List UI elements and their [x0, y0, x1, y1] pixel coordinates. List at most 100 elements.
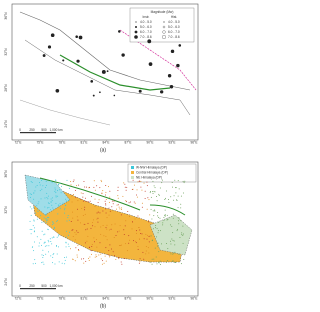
event-dot: [135, 232, 137, 234]
event-dot: [173, 195, 175, 197]
event-dot: [87, 235, 89, 237]
event-dot: [126, 186, 128, 188]
event-dot: [41, 262, 43, 264]
event-dot: [109, 255, 111, 257]
event-dot: [37, 203, 39, 205]
event-dot: [65, 236, 67, 238]
event-dot: [51, 223, 53, 225]
event-dot: [169, 240, 171, 242]
event-dot: [75, 233, 77, 235]
event-dot: [125, 201, 127, 203]
event-dot: [131, 228, 133, 230]
event-dot: [72, 235, 74, 237]
event-dot: [154, 191, 156, 193]
event-dot: [114, 223, 116, 225]
event-dot: [55, 196, 57, 198]
legend-symbol: [135, 21, 137, 23]
event-dot: [108, 201, 110, 203]
event-dot: [34, 227, 36, 229]
event-dot: [141, 202, 143, 204]
event-dot: [76, 254, 78, 256]
event-dot: [177, 195, 179, 197]
event-dot: [135, 230, 137, 232]
legend-title: Magnitude (Mw): [151, 10, 174, 14]
thrust-line: [59, 54, 171, 91]
event: [101, 70, 106, 74]
event-dot: [148, 199, 150, 201]
event-dot: [36, 205, 38, 207]
event-dot: [143, 238, 145, 240]
event-dot: [149, 191, 151, 193]
event-dot: [68, 234, 70, 236]
event-dot: [111, 206, 113, 208]
lon-label: 93°E: [169, 140, 176, 144]
lon-label: 72°E: [15, 140, 22, 144]
event-dot: [64, 207, 66, 209]
event-dot: [158, 193, 160, 195]
event-dot: [162, 224, 164, 226]
event-dot: [58, 235, 60, 237]
event-dot: [149, 235, 151, 237]
legend-symbol: [163, 21, 165, 23]
event-dot: [97, 221, 99, 223]
event-dot: [102, 190, 104, 192]
event-dot: [138, 217, 140, 219]
event-dot: [100, 179, 102, 181]
event-dot: [73, 179, 75, 181]
event-dot: [55, 192, 57, 194]
event-dot: [136, 189, 138, 191]
event-dot: [108, 207, 110, 209]
scale-label: 1,000 km: [49, 284, 62, 288]
event-dot: [34, 259, 36, 261]
event-dot: [177, 220, 179, 222]
event-dot: [34, 262, 36, 264]
event-dot: [140, 186, 142, 188]
event-dot: [95, 254, 97, 256]
event-dot: [132, 188, 134, 190]
event-dot: [96, 212, 98, 214]
event-dot: [82, 193, 84, 195]
event: [62, 59, 65, 62]
region: [149, 214, 193, 256]
event-dot: [145, 246, 147, 248]
event-dot: [178, 188, 180, 190]
event-dot: [106, 239, 108, 241]
event-dot: [148, 241, 150, 243]
event-dot: [117, 190, 119, 192]
event-dot: [175, 199, 177, 201]
event-dot: [109, 244, 111, 246]
event-dot: [72, 259, 74, 261]
event-dot: [82, 214, 84, 216]
event-dot: [173, 240, 175, 242]
event-dot: [110, 228, 112, 230]
event-dot: [90, 253, 92, 255]
event-dot: [149, 214, 151, 216]
lon-label: 78°E: [59, 140, 66, 144]
event-dot: [100, 226, 102, 228]
event-dot: [55, 179, 57, 181]
legend-symbol: [162, 25, 166, 29]
event-dot: [46, 221, 48, 223]
event-dot: [39, 184, 41, 186]
lon-label: 81°E: [81, 296, 88, 300]
event-dot: [92, 225, 94, 227]
event-dot: [154, 210, 156, 212]
event-dot: [64, 209, 66, 211]
event-dot: [94, 226, 96, 228]
event-dot: [30, 233, 32, 235]
event-dot: [57, 195, 59, 197]
legend-symbol: [162, 30, 166, 34]
event-dot: [70, 184, 72, 186]
event-dot: [74, 260, 76, 262]
event-dot: [78, 249, 80, 251]
event-dot: [122, 195, 124, 197]
event-dot: [38, 201, 40, 203]
scale-label: 0: [19, 284, 21, 288]
event-dot: [128, 242, 130, 244]
event-dot: [161, 182, 163, 184]
event-dot: [172, 232, 174, 234]
lat-label: 28°N: [4, 84, 8, 92]
event-dot: [59, 207, 61, 209]
event-dot: [118, 206, 120, 208]
event-dot: [46, 207, 48, 209]
